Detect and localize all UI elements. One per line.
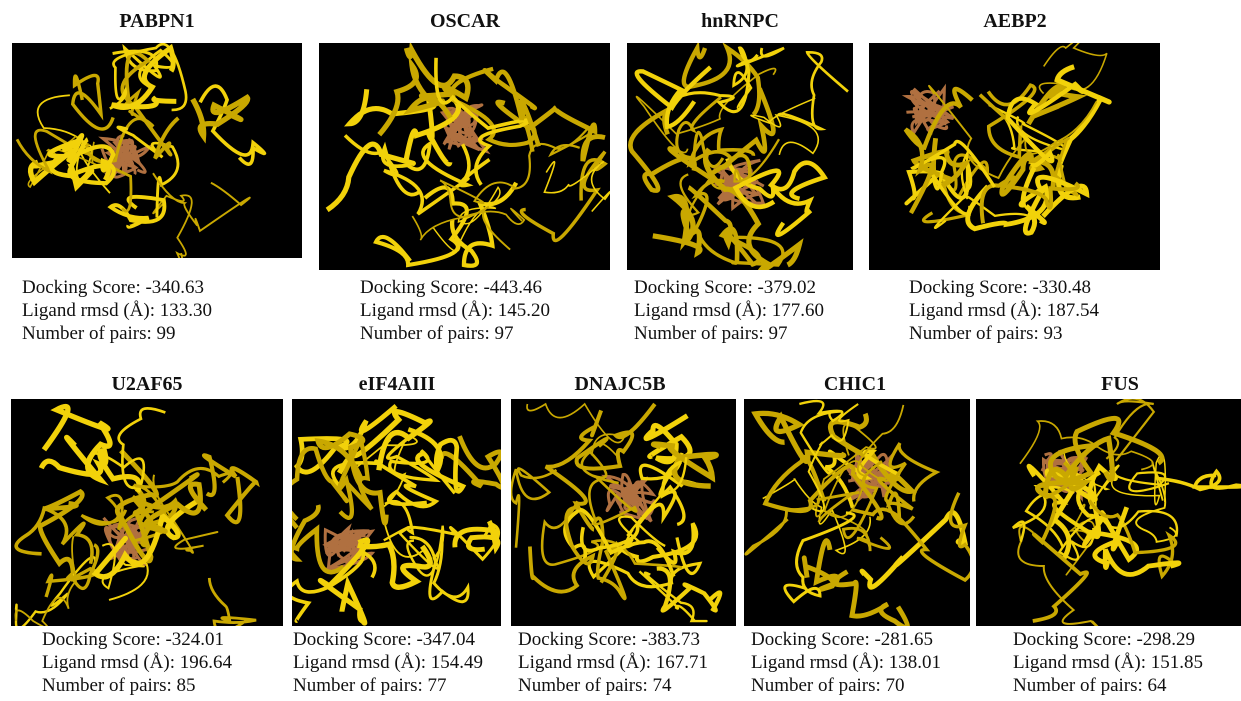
rna-ribbon	[408, 429, 463, 491]
panel-caption-line: Docking Score: -281.65	[751, 629, 933, 651]
rna-ribbon	[209, 578, 256, 626]
panel-caption-line: Number of pairs: 64	[1013, 675, 1167, 697]
molecule-render	[744, 399, 970, 626]
panel-caption-line: Number of pairs: 99	[22, 323, 176, 345]
structure-image	[11, 399, 283, 626]
panel-title: CHIC1	[824, 373, 886, 396]
panel-caption-line: Ligand rmsd (Å): 145.20	[360, 300, 550, 322]
panel-caption-line: Ligand rmsd (Å): 133.30	[22, 300, 212, 322]
rna-ribbon	[577, 404, 655, 469]
panel-title: DNAJC5B	[574, 373, 665, 396]
rna-ribbon	[511, 468, 556, 547]
molecule-render	[319, 43, 610, 270]
panel-title: AEBP2	[983, 10, 1046, 33]
panel-caption-line: Docking Score: -298.29	[1013, 629, 1195, 651]
panel-title: U2AF65	[111, 373, 182, 396]
rna-ribbon	[980, 85, 1035, 157]
panel-caption-line: Number of pairs: 97	[634, 323, 788, 345]
panel-caption-line: Number of pairs: 85	[42, 675, 196, 697]
structure-image	[12, 43, 302, 258]
panel-caption-line: Docking Score: -330.48	[909, 277, 1091, 299]
panel-caption-line: Docking Score: -347.04	[293, 629, 475, 651]
structure-image	[627, 43, 853, 270]
structure-image	[744, 399, 970, 626]
rna-ribbon	[204, 455, 256, 522]
rna-ribbon	[358, 544, 431, 587]
structure-image	[511, 399, 736, 626]
molecule-render	[12, 43, 302, 258]
panel-caption-line: Ligand rmsd (Å): 196.64	[42, 652, 232, 674]
panel-title: hnRNPC	[701, 10, 779, 33]
structure-image	[976, 399, 1241, 626]
panel-title: FUS	[1101, 373, 1139, 396]
molecule-render	[11, 399, 283, 626]
rna-ribbon	[521, 152, 605, 241]
panel-caption-line: Ligand rmsd (Å): 187.54	[909, 300, 1099, 322]
molecule-render	[976, 399, 1241, 626]
panel-title: OSCAR	[430, 10, 500, 33]
panel-caption-line: Ligand rmsd (Å): 138.01	[751, 652, 941, 674]
panel-title: PABPN1	[119, 10, 194, 33]
rna-ribbon	[455, 521, 498, 549]
panel-caption-line: Ligand rmsd (Å): 151.85	[1013, 652, 1203, 674]
panel-caption-line: Docking Score: -324.01	[42, 629, 224, 651]
panel-title: eIF4AIII	[359, 373, 436, 396]
panel-caption-line: Number of pairs: 70	[751, 675, 905, 697]
panel-caption-line: Docking Score: -383.73	[518, 629, 700, 651]
molecule-render	[511, 399, 736, 626]
structure-image	[869, 43, 1160, 270]
rna-ribbon	[527, 404, 624, 457]
panel-caption-line: Number of pairs: 97	[360, 323, 514, 345]
molecule-render	[292, 399, 501, 626]
rna-ribbon	[1157, 471, 1241, 489]
panel-caption-line: Docking Score: -340.63	[22, 277, 204, 299]
molecule-render	[869, 43, 1160, 270]
panel-caption-line: Number of pairs: 74	[518, 675, 672, 697]
figure: (() => { const data = JSON.parse(documen…	[0, 0, 1241, 701]
panel-caption-line: Docking Score: -443.46	[360, 277, 542, 299]
rna-ribbon	[862, 513, 965, 588]
molecule-render	[627, 43, 853, 270]
rna-ribbon	[40, 492, 82, 582]
structure-image	[319, 43, 610, 270]
rna-ribbon	[73, 75, 113, 129]
rna-ribbon	[153, 195, 192, 258]
panel-caption-line: Number of pairs: 77	[293, 675, 447, 697]
panel-caption-line: Ligand rmsd (Å): 167.71	[518, 652, 708, 674]
panel-caption-line: Number of pairs: 93	[909, 323, 1063, 345]
rna-ribbon	[639, 571, 706, 621]
panel-caption-line: Ligand rmsd (Å): 154.49	[293, 652, 483, 674]
structure-image	[292, 399, 501, 626]
panel-caption-line: Ligand rmsd (Å): 177.60	[634, 300, 824, 322]
panel-caption-line: Docking Score: -379.02	[634, 277, 816, 299]
